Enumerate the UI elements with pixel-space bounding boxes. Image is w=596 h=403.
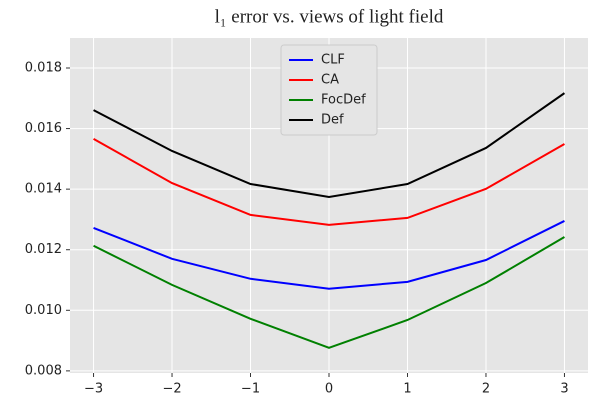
y-tick-label: 0.016 (25, 121, 62, 136)
chart-title: l₁ error vs. views of light field (215, 6, 444, 27)
x-tick-label: −3 (84, 382, 103, 397)
x-tick-label: 1 (403, 382, 411, 397)
x-tick-label: −1 (241, 382, 260, 397)
x-tick-label: 3 (560, 382, 568, 397)
line (93, 236, 565, 349)
legend-label: CLF (321, 53, 345, 68)
line (93, 137, 565, 226)
y-tick-label: 0.014 (25, 182, 62, 197)
line (93, 220, 565, 290)
legend-label: Def (321, 113, 344, 128)
x-tick-label: 0 (325, 382, 333, 397)
y-tick-label: 0.012 (25, 242, 62, 257)
x-tick-label: −2 (162, 382, 181, 397)
legend-label: CA (321, 73, 339, 88)
legend-label: FocDef (321, 93, 366, 108)
y-tick-label: 0.018 (25, 60, 62, 75)
x-tick-label: 2 (482, 382, 490, 397)
legend-box (280, 44, 378, 136)
line (93, 92, 566, 199)
y-tick-label: 0.010 (25, 303, 62, 318)
y-tick-label: 0.008 (25, 363, 62, 378)
